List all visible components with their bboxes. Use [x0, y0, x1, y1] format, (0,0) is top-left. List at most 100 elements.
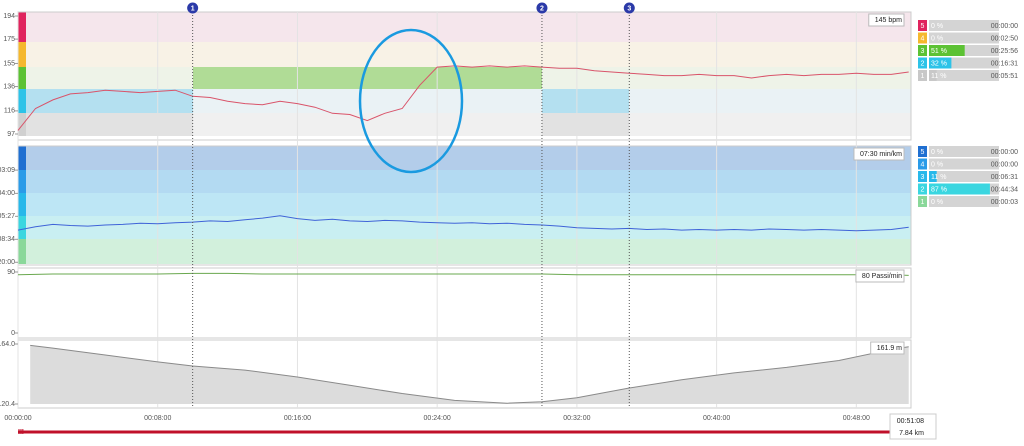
zone-bar-bg — [929, 146, 999, 157]
zone-number: 3 — [921, 174, 925, 181]
x-tick-label: 00:40:00 — [703, 415, 730, 422]
lap-label: 1 — [191, 5, 195, 12]
zone-number: 3 — [921, 48, 925, 55]
data-line — [17, 215, 909, 232]
y-tick-label: 155 — [3, 60, 15, 67]
zone-percent: 51 % — [931, 48, 947, 55]
current-value: 161.9 m — [870, 341, 905, 355]
summary-box — [889, 413, 937, 440]
zone-percent: 0 % — [931, 199, 943, 206]
zone-time: 00:44:34 — [991, 186, 1018, 193]
hr-zone-bands — [18, 12, 911, 136]
zone-percent: 0 % — [931, 35, 943, 42]
y-tick-label: 97 — [7, 131, 15, 138]
y-tick-label: 05:27 — [0, 213, 15, 220]
current-value-label: 80 Passi/min — [862, 273, 902, 280]
zone-bar-bg — [929, 171, 999, 182]
x-tick-label: 00:24:00 — [424, 415, 451, 422]
current-value-box — [868, 13, 905, 27]
y-tick-label: 04:00 — [0, 190, 15, 197]
zone-percent: 0 % — [931, 149, 943, 156]
y-tick-label: 194 — [3, 13, 15, 20]
zone-number: 4 — [921, 35, 925, 42]
zone-swatch — [918, 45, 927, 56]
zone-time: 00:00:00 — [991, 149, 1018, 156]
zone-bar-bg — [929, 196, 999, 207]
zone-percent: 32 % — [931, 60, 947, 67]
overlays: 00:00:00 00:08:00 00:16:00 00:24:00 00:32:00… — [0, 2, 1018, 422]
zone-swatch — [918, 171, 927, 182]
zone-swatch — [918, 158, 927, 170]
zone-time: 00:25:56 — [991, 48, 1018, 55]
x-tick-label: 00:32:00 — [563, 415, 590, 422]
zone-time: 00:00:00 — [991, 23, 1018, 30]
zone-percent: 87 % — [931, 186, 947, 193]
y-tick-label: 90 — [7, 269, 15, 276]
zone-bar — [929, 70, 937, 81]
zone-number: 5 — [921, 149, 925, 156]
y-tick-label: 08:34 — [0, 236, 15, 243]
lap-marker — [536, 2, 548, 14]
zone-number: 1 — [921, 199, 925, 206]
zone-swatch — [918, 196, 927, 207]
zone-time: 00:02:50 — [991, 35, 1018, 42]
pace-zone-bands — [18, 146, 911, 264]
distance: 7.84 km — [899, 430, 924, 437]
zone-swatch — [918, 183, 927, 195]
zone-number: 2 — [921, 60, 925, 67]
current-value-box — [855, 269, 905, 283]
zone-time: 00:05:51 — [991, 73, 1018, 80]
zone-number: 1 — [921, 73, 925, 80]
zone-number: 2 — [921, 186, 925, 193]
y-tick-label: 20:00 — [0, 259, 15, 266]
zone-percent: 11 % — [931, 73, 946, 80]
data-line — [17, 65, 909, 131]
zone-bar — [929, 57, 952, 69]
y-tick-label: 175 — [3, 36, 15, 43]
current-value-box — [853, 147, 905, 161]
zone-swatch — [918, 57, 927, 69]
grid — [15, 12, 857, 408]
zone-bar-bg — [929, 57, 999, 69]
y-tick-label: 120.4 — [0, 401, 15, 408]
current-value-label: 161.9 m — [877, 345, 902, 352]
lap-marker — [623, 2, 635, 14]
y-tick-label: 116 — [4, 108, 15, 115]
zone-bar-bg — [929, 32, 999, 44]
current-value-box — [870, 341, 905, 355]
current-value: 145 bpm — [868, 13, 905, 27]
area-fill — [30, 345, 909, 404]
y-tick-label: 136 — [3, 83, 15, 90]
zone-time: 00:06:31 — [991, 174, 1018, 181]
zone-percent: 11 % — [931, 174, 946, 181]
zone-percent: 0 % — [931, 23, 943, 30]
progress-handle[interactable]: III — [18, 429, 24, 436]
data-line — [30, 344, 909, 404]
data-line — [17, 272, 909, 276]
zone-time: 00:00:03 — [991, 199, 1018, 206]
zone-bar-bg — [929, 20, 999, 31]
zone-bar — [929, 183, 990, 195]
x-tick-label: 00:48:00 — [843, 415, 870, 422]
zone-swatch — [918, 146, 927, 157]
x-tick-label: 00:00:00 — [4, 415, 31, 422]
x-tick-label: 00:08:00 — [144, 415, 171, 422]
lap-label: 2 — [540, 5, 544, 12]
zone-time: 00:00:00 — [991, 161, 1018, 168]
y-tick-label: 164.0 — [0, 341, 15, 348]
current-value-label: 145 bpm — [875, 17, 902, 24]
highlight-ellipse — [358, 28, 464, 174]
zone-swatch — [918, 70, 927, 81]
lap-marker — [187, 2, 199, 14]
duration: 00:51:08 — [897, 418, 924, 425]
zone-bar-bg — [929, 70, 999, 81]
zone-number: 5 — [921, 23, 925, 30]
zone-swatch — [918, 32, 927, 44]
y-tick-label: 03:09 — [0, 167, 15, 174]
zone-percent: 0 % — [931, 161, 943, 168]
x-tick-label: 00:16:00 — [284, 415, 311, 422]
current-value: 07:30 min/km — [853, 147, 905, 161]
zone-number: 4 — [921, 161, 925, 168]
